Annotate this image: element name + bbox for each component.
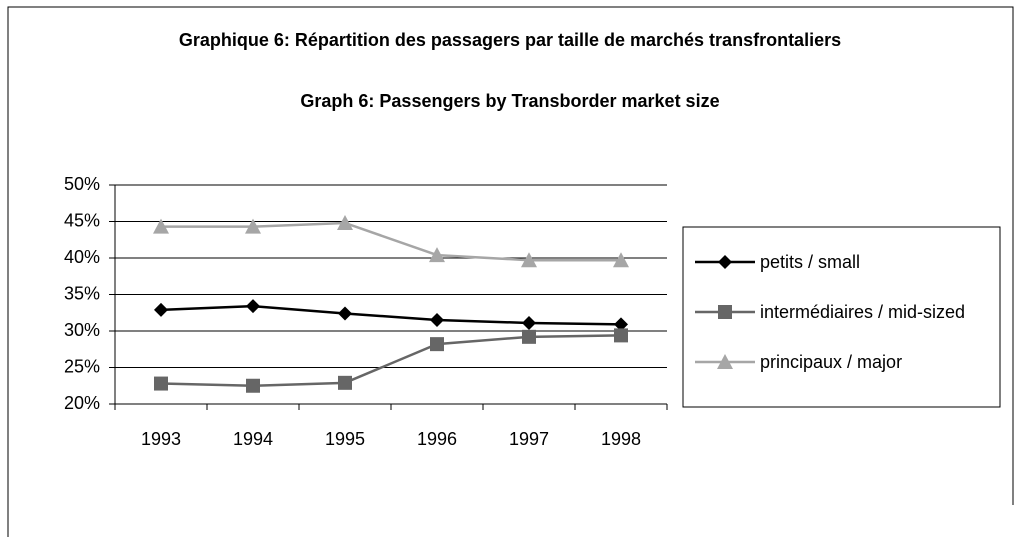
x-tick-label: 1994 bbox=[233, 429, 273, 449]
x-tick-label: 1997 bbox=[509, 429, 549, 449]
y-tick-label: 50% bbox=[64, 174, 100, 194]
series-line bbox=[161, 221, 621, 262]
point bbox=[246, 299, 260, 314]
point bbox=[718, 305, 732, 319]
y-tick-label: 25% bbox=[64, 356, 100, 376]
point bbox=[521, 252, 537, 268]
legend-label: petits / small bbox=[760, 252, 861, 272]
legend-label: intermédiaires / mid-sized bbox=[760, 302, 966, 322]
chart-title: Graphique 6: Répartition des passagers p… bbox=[178, 30, 842, 50]
point bbox=[522, 329, 536, 344]
point bbox=[338, 375, 352, 390]
point bbox=[245, 218, 261, 234]
legend-box bbox=[682, 226, 1001, 408]
series-line bbox=[160, 334, 622, 388]
x-tick-label: 1996 bbox=[417, 429, 457, 449]
y-tick-label: 30% bbox=[64, 320, 100, 340]
point bbox=[613, 252, 629, 268]
point bbox=[522, 315, 536, 330]
x-tick-label: 1993 bbox=[141, 429, 181, 449]
y-tick-label: 40% bbox=[64, 247, 100, 267]
point bbox=[717, 354, 733, 369]
point bbox=[614, 317, 628, 332]
point bbox=[246, 378, 260, 393]
point bbox=[153, 218, 169, 234]
legend-label-box: intermédiaires / mid-sized bbox=[760, 302, 966, 322]
legend-label-box: principaux / major bbox=[760, 352, 903, 372]
y-tick-label: 35% bbox=[64, 283, 100, 303]
point bbox=[154, 376, 168, 391]
legend-label-box: petits / small bbox=[760, 252, 861, 272]
point bbox=[430, 313, 444, 328]
x-tick-label: 1998 bbox=[601, 429, 641, 449]
point bbox=[429, 247, 445, 263]
legend-label: principaux / major bbox=[760, 352, 903, 372]
chart-frame bbox=[7, 6, 1014, 537]
x-tick-label: 1995 bbox=[325, 429, 365, 449]
point bbox=[430, 337, 444, 352]
point bbox=[338, 306, 352, 321]
y-tick-label: 20% bbox=[64, 393, 100, 413]
point bbox=[718, 255, 732, 269]
point bbox=[337, 214, 353, 230]
point bbox=[614, 328, 628, 343]
y-tick-label: 45% bbox=[64, 210, 100, 230]
title-box: Graphique 6: Répartition des passagers p… bbox=[178, 30, 842, 50]
chart-subtitle: Graph 6: Passengers by Transborder marke… bbox=[300, 91, 719, 111]
point bbox=[154, 302, 168, 317]
series-line bbox=[160, 304, 622, 326]
